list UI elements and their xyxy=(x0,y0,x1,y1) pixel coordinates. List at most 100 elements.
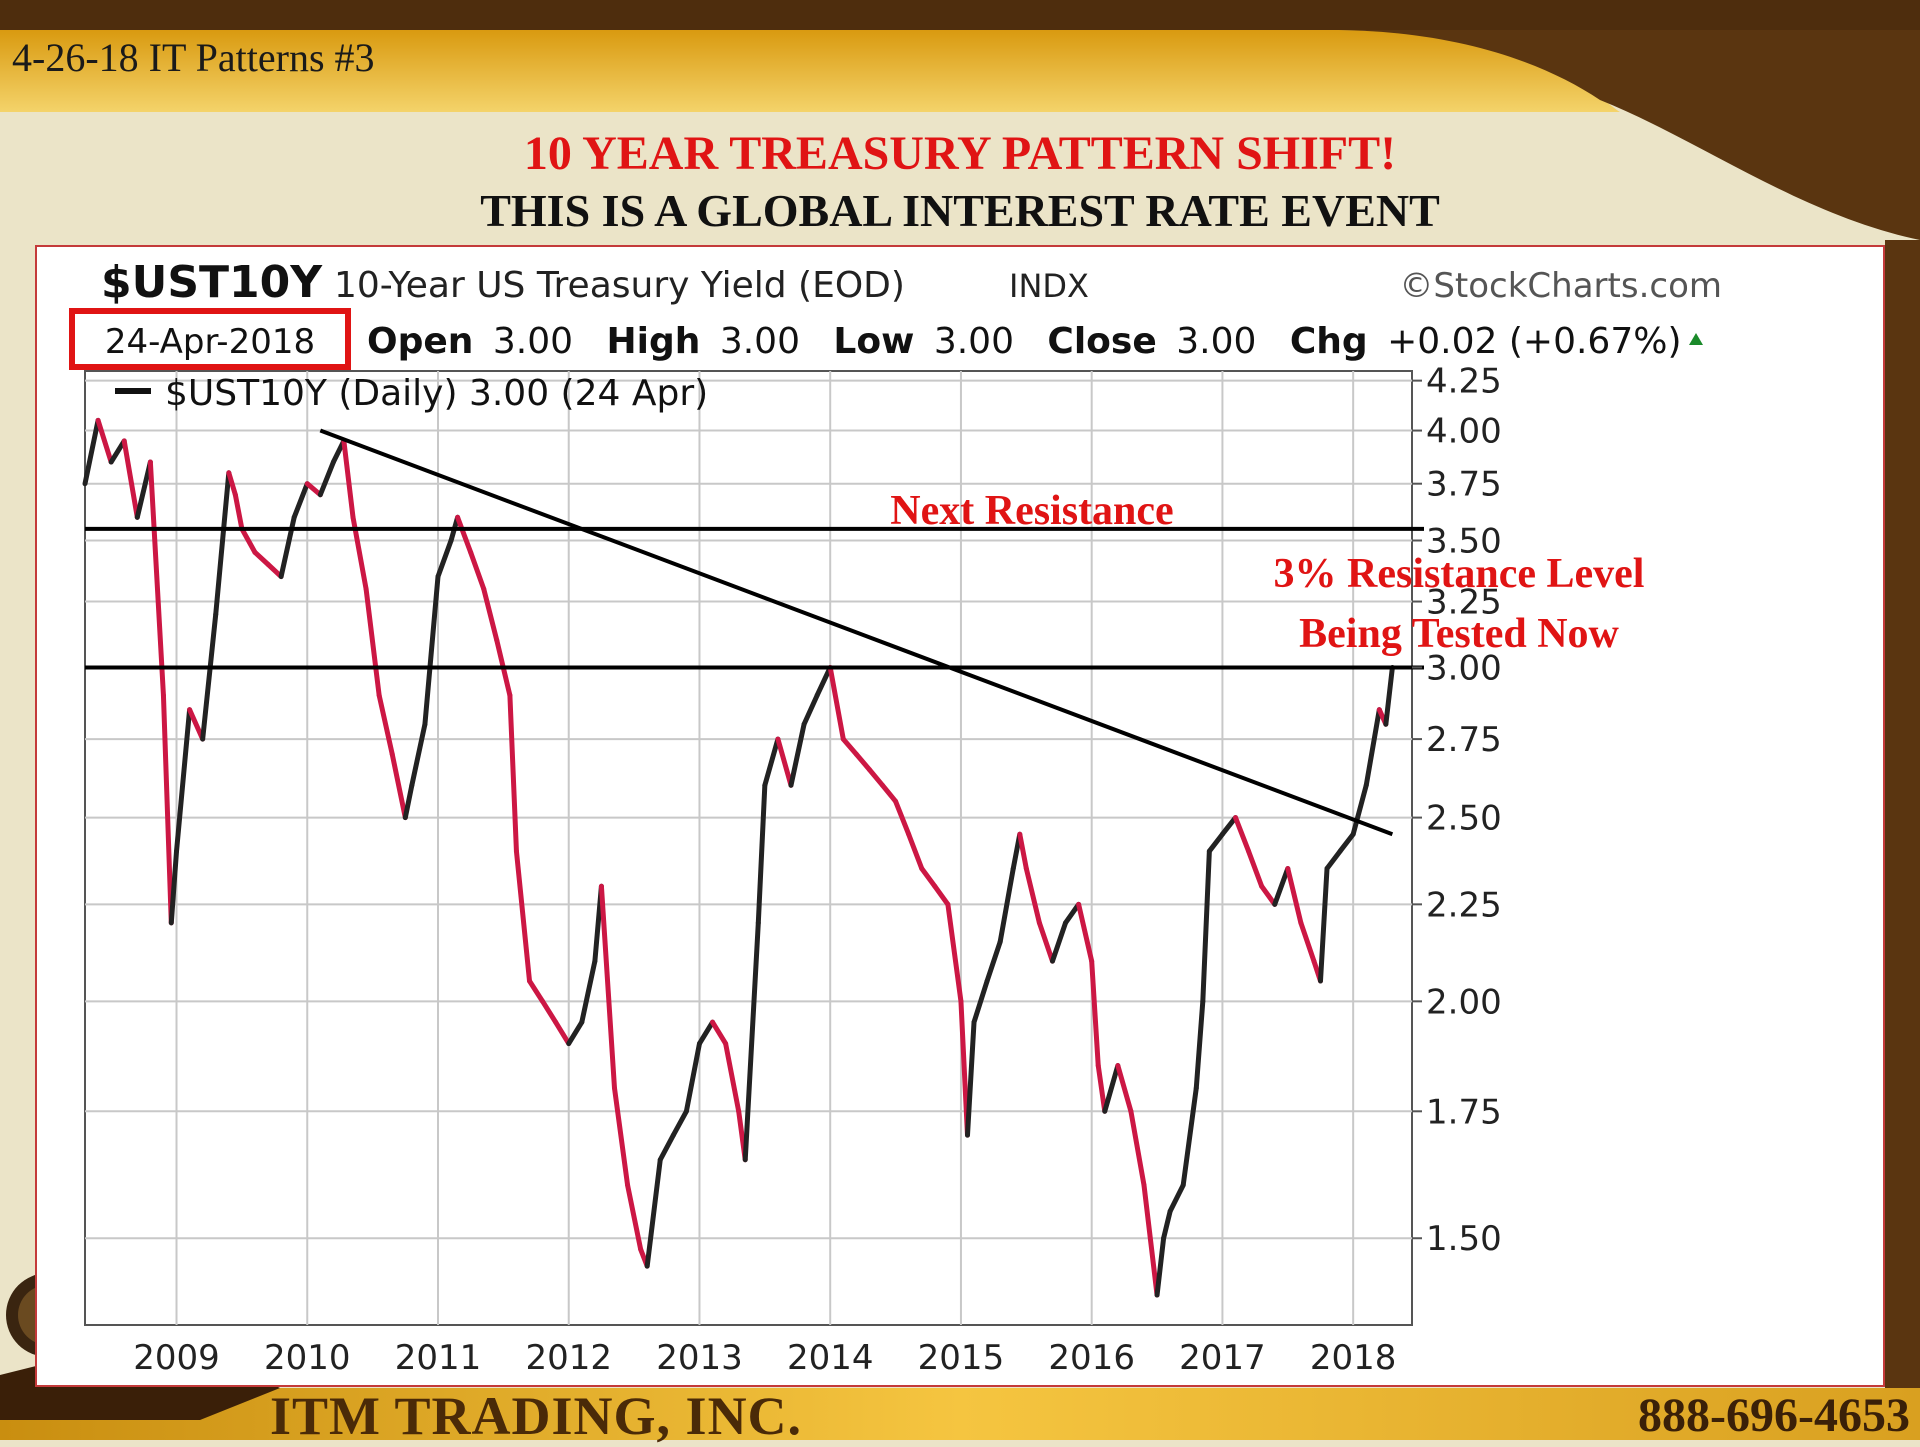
series-segment xyxy=(1154,1235,1167,1298)
y-tick-label: 4.25 xyxy=(1426,362,1502,402)
series-segment xyxy=(304,481,323,498)
series-segment xyxy=(683,1041,702,1114)
series-segment xyxy=(579,958,598,1025)
series-segment xyxy=(742,920,761,1163)
header-banner xyxy=(0,30,1620,112)
series-segment xyxy=(95,417,114,465)
series-segment xyxy=(755,782,768,926)
series-segment xyxy=(893,798,912,837)
series-line xyxy=(82,417,1395,1298)
x-tick-label: 2016 xyxy=(1048,1338,1135,1378)
company-name: ITM TRADING, INC. xyxy=(270,1386,803,1446)
high-label: High xyxy=(606,321,700,362)
series-segment xyxy=(984,939,1003,984)
y-tick-label: 3.50 xyxy=(1426,522,1502,562)
series-segment xyxy=(932,883,951,907)
header-swoosh xyxy=(1330,30,1920,240)
series-segment xyxy=(1161,1208,1173,1241)
series-segment xyxy=(598,883,617,1091)
series-segment xyxy=(1017,831,1029,872)
series-segment xyxy=(1350,782,1369,837)
series-segment xyxy=(1063,901,1082,926)
series-segment xyxy=(919,866,938,889)
series-segment xyxy=(814,664,833,698)
date-highlight-box xyxy=(69,308,351,370)
y-tick-label: 3.25 xyxy=(1426,583,1502,623)
series-segment xyxy=(1363,707,1382,788)
y-tick-label: 3.75 xyxy=(1426,465,1502,505)
chart-symbol: $UST10Y xyxy=(101,257,323,308)
series-segment xyxy=(880,782,899,804)
ohlc-row: Open 3.00 High 3.00 Low 3.00 Close 3.00 … xyxy=(367,321,1682,362)
series-segment xyxy=(1180,1085,1199,1188)
series-segment xyxy=(174,707,193,854)
chg-label: Chg xyxy=(1290,321,1368,362)
series-segment xyxy=(389,751,408,821)
chart-exchange: INDX xyxy=(1009,267,1089,305)
series-segment xyxy=(1206,831,1225,854)
y-tick-label: 3.00 xyxy=(1426,648,1502,688)
series-segment xyxy=(1317,866,1330,984)
series-segment xyxy=(527,978,546,1004)
series-segment xyxy=(775,736,794,788)
series-segment xyxy=(252,549,271,567)
page-title: 10 YEAR TREASURY PATTERN SHIFT! xyxy=(523,127,1397,180)
trendline xyxy=(319,428,1394,837)
y-tick-label: 2.50 xyxy=(1426,799,1502,839)
series-segment xyxy=(468,549,487,592)
chart: $UST10Y 10-Year US Treasury Yield (EOD) … xyxy=(69,257,1722,1378)
series-segment xyxy=(670,1108,689,1138)
series-segment xyxy=(801,692,820,727)
series-segment xyxy=(239,526,258,555)
series-segment xyxy=(827,664,846,742)
overlay-lines xyxy=(85,428,1424,837)
series-segment xyxy=(553,1019,572,1047)
series-segment xyxy=(906,831,925,872)
open-value: 3.00 xyxy=(493,321,573,362)
series-segment xyxy=(1337,831,1356,854)
x-tick-label: 2009 xyxy=(133,1338,220,1378)
chart-source: ©StockCharts.com xyxy=(1399,266,1722,306)
series-segment xyxy=(657,1132,676,1163)
series-segment xyxy=(187,707,206,742)
series-segment xyxy=(1219,815,1239,837)
series-segment xyxy=(1076,901,1095,964)
low-label: Low xyxy=(833,321,914,362)
series-segment xyxy=(762,736,781,788)
series-segment xyxy=(1036,920,1055,964)
annotation-3pct-line1: 3% Resistance Level xyxy=(1274,551,1645,597)
series-segment xyxy=(625,1182,644,1252)
x-tick-label: 2013 xyxy=(656,1338,743,1378)
legend-swatch xyxy=(115,388,151,394)
series-segment xyxy=(971,978,990,1025)
series-segment xyxy=(611,1085,631,1188)
series-segment xyxy=(853,751,872,773)
company-phone: 888-696-4653 xyxy=(1638,1389,1910,1442)
y-tick-label: 4.00 xyxy=(1426,412,1502,452)
series-segment xyxy=(1298,920,1317,964)
series-segment xyxy=(945,901,964,1004)
close-label: Close xyxy=(1047,321,1156,362)
annotation-3pct-line2: Being Tested Now xyxy=(1299,611,1619,657)
series-segment xyxy=(1259,883,1278,907)
series-segment xyxy=(1272,866,1291,907)
series-segment xyxy=(1023,866,1042,926)
right-bar xyxy=(1885,240,1920,1390)
series-segment xyxy=(213,470,232,617)
series-segment xyxy=(226,470,238,498)
axes: 1.50 1.75 2.00 2.25 2.50 2.75 3.00 3.25 3.50 3.75… xyxy=(133,362,1501,1378)
series-segment xyxy=(1383,664,1395,727)
y-tick-label: 2.75 xyxy=(1426,720,1502,760)
series-segment xyxy=(644,1157,663,1269)
series-segment xyxy=(481,586,500,643)
series-segment xyxy=(840,736,859,757)
annotation-next-resistance: Next Resistance xyxy=(890,488,1173,534)
x-tick-label: 2012 xyxy=(525,1338,612,1378)
y-tick-label: 1.75 xyxy=(1426,1092,1502,1132)
series-segment xyxy=(540,998,559,1025)
series-segment xyxy=(376,692,395,757)
series-segment xyxy=(1167,1182,1186,1214)
series-segment xyxy=(200,611,219,742)
series-segment xyxy=(1095,1063,1108,1114)
series-segment xyxy=(1200,848,1212,1004)
